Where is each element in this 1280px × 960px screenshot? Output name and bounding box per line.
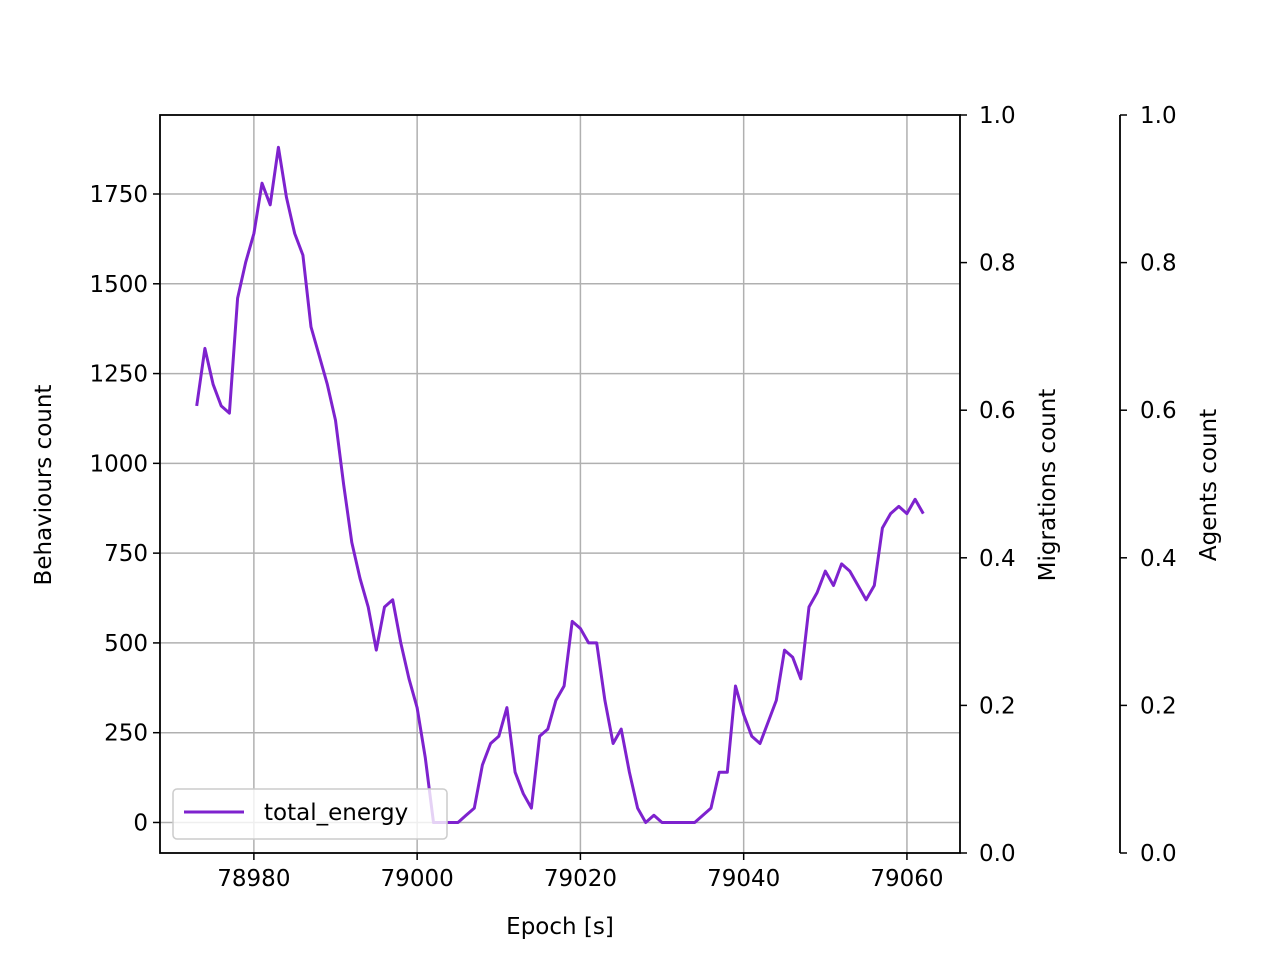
y-tick-label: 1250 [89, 362, 148, 388]
y3-tick-label: 0.6 [1140, 398, 1177, 424]
y2-tick-label: 0.2 [979, 693, 1016, 719]
grid [160, 115, 960, 853]
y-tick-label: 500 [104, 631, 148, 657]
y3-tick-label: 0.8 [1140, 251, 1177, 277]
x-axis-label: Epoch [s] [506, 914, 614, 940]
y2-tick-label: 0.0 [979, 841, 1016, 867]
y3-axis-label: Agents count [1196, 409, 1222, 561]
legend-label: total_energy [264, 800, 408, 826]
ticks: 78980 79000 79020 79040 79060 0 250 500 750 1000 1… [89, 103, 1176, 892]
x-tick-label: 78980 [217, 866, 290, 892]
y-tick-label: 0 [133, 810, 148, 836]
legend: total_energy [172, 788, 448, 840]
series-layer [195, 145, 925, 824]
x-tick-label: 79060 [870, 866, 943, 892]
plot-frame [159, 114, 961, 854]
series-line-total_energy [195, 145, 925, 824]
x-tick-label: 79040 [707, 866, 780, 892]
y-tick-label: 1500 [89, 272, 148, 298]
y3-tick-label: 0.0 [1140, 841, 1177, 867]
y2-tick-label: 1.0 [979, 103, 1016, 129]
y3-tick-label: 0.2 [1140, 693, 1177, 719]
legend-box [172, 788, 448, 840]
y2-tick-label: 0.4 [979, 546, 1016, 572]
y-tick-label: 1000 [89, 451, 148, 477]
y-tick-label: 750 [104, 541, 148, 567]
axes [159, 114, 1121, 854]
y2-axis-label: Migrations count [1035, 389, 1061, 582]
y2-tick-label: 0.8 [979, 251, 1016, 277]
y2-tick-label: 0.6 [979, 398, 1016, 424]
y-axis-label: Behaviours count [31, 385, 57, 586]
y3-tick-label: 0.4 [1140, 546, 1177, 572]
y-tick-label: 1750 [89, 182, 148, 208]
y-tick-label: 250 [104, 721, 148, 747]
x-tick-label: 79000 [381, 866, 454, 892]
x-tick-label: 79020 [544, 866, 617, 892]
y3-tick-label: 1.0 [1140, 103, 1177, 129]
